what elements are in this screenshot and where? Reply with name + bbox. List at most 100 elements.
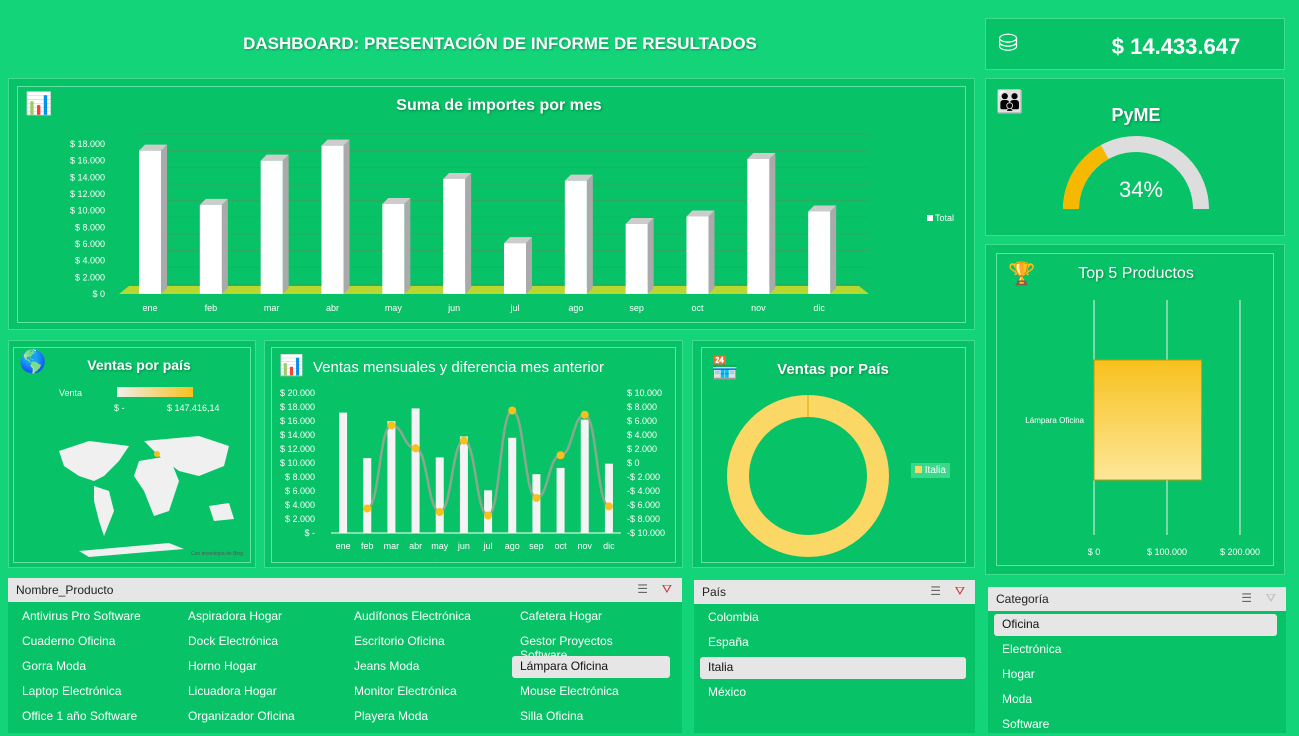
y-tick-label: $ 6.000 — [75, 239, 105, 249]
slicer-item[interactable]: Colombia — [708, 610, 759, 624]
slicer-item[interactable]: Playera Moda — [354, 709, 429, 723]
x-tick-label: ene — [336, 541, 351, 551]
slicer-item[interactable]: Laptop Electrónica — [22, 684, 122, 698]
y-tick-label: $ 6.000 — [285, 486, 315, 496]
bar-nov — [580, 419, 589, 533]
slicer-item[interactable]: Office 1 año Software — [22, 709, 138, 723]
bar-mar — [260, 160, 283, 294]
chart-icon: 📊 — [25, 91, 53, 116]
slicer-item[interactable]: Licuadora Hogar — [188, 684, 277, 698]
y2-tick-label: $ 0 — [627, 458, 640, 468]
multi-select-icon[interactable]: ☰ — [930, 584, 941, 598]
slicer-item[interactable]: Silla Oficina — [520, 709, 584, 723]
monthly-sum-chart: $ 0 $ 2.000 $ 4.000 $ 6.000 $ 8.000 $ 10.000 $… — [70, 133, 954, 313]
bar-top — [747, 153, 776, 159]
slicer-item[interactable]: Escritorio Oficina — [354, 634, 445, 648]
map-legend-label: Venta — [59, 388, 83, 398]
difference-point — [363, 504, 372, 513]
y-tick-label: $ 0 — [92, 289, 105, 299]
clear-filter-icon[interactable]: ⛛ — [954, 584, 965, 598]
slicer-item[interactable]: Gorra Moda — [22, 659, 87, 673]
map-legend-max: $ 147.416,14 — [167, 403, 220, 413]
slicer-item[interactable]: Gestor Proyectos Software — [520, 634, 613, 662]
difference-point — [459, 436, 468, 445]
multi-select-icon[interactable]: ☰ — [637, 582, 648, 596]
slicer-item[interactable]: Cafetera Hogar — [520, 609, 603, 623]
slicer-item[interactable]: Italia — [700, 657, 966, 679]
y-tick-label: $ 10.000 — [70, 206, 105, 216]
x-tick-label: $ 0 — [1088, 547, 1101, 557]
map-panel: 🌎 Ventas por país Venta $ - $ 147.416,14… — [8, 340, 256, 568]
bar-side — [465, 173, 472, 294]
bar-side — [282, 154, 289, 294]
pyme-title: PyME — [1111, 105, 1161, 125]
slicer-item[interactable]: Dock Electrónica — [188, 634, 279, 648]
y2-tick-label: $ 2.000 — [627, 444, 657, 454]
bar-jun — [443, 179, 466, 294]
world-map — [59, 436, 234, 557]
y-tick-label: $ 2.000 — [75, 272, 105, 282]
globe-icon: 🌎 — [19, 349, 47, 374]
top5-title: Top 5 Productos — [1078, 265, 1194, 282]
multi-select-icon[interactable]: ☰ — [1241, 591, 1252, 605]
bar-top — [443, 173, 472, 179]
slicer-item[interactable]: Electrónica — [1002, 642, 1062, 656]
donut-slice-italia — [727, 395, 889, 557]
legend-total: Total — [935, 213, 954, 223]
monthly-diff-panel: 📊 Ventas mensuales y diferencia mes ante… — [264, 340, 683, 568]
x-tick-label: ene — [142, 303, 157, 313]
y-tick-label: $ 16.000 — [70, 156, 105, 166]
difference-point — [508, 406, 517, 415]
slicer-nombre-producto: Nombre_Producto ☰ ⛛ Antivirus Pro Software… — [8, 578, 682, 733]
clear-filter-icon[interactable]: ⛛ — [661, 582, 672, 596]
difference-point — [484, 511, 493, 520]
bar-jun — [459, 436, 468, 533]
slicer-item[interactable]: Moda — [1002, 692, 1033, 706]
clear-filter-icon[interactable]: ⛛ — [1265, 591, 1276, 605]
slicer-item[interactable]: Mouse Electrónica — [520, 684, 619, 698]
bar-sep — [532, 474, 541, 533]
bar-dic — [604, 463, 613, 533]
slicer-title: País — [702, 585, 727, 599]
x-tick-label: feb — [361, 541, 374, 551]
slicer-item[interactable]: Hogar — [1002, 667, 1035, 681]
y-tick-label: $ 16.000 — [280, 416, 315, 426]
slicer-item[interactable]: Oficina — [994, 614, 1277, 636]
y-tick-label: $ 18.000 — [70, 139, 105, 149]
x-tick-label: sep — [529, 541, 544, 551]
slicer-item[interactable]: Cuaderno Oficina — [22, 634, 116, 648]
slicer-item[interactable]: Horno Hogar — [188, 659, 257, 673]
bar-oct — [686, 216, 709, 294]
y2-tick-label: -$ 8.000 — [627, 514, 660, 524]
slicer-header: Categoría ☰ ⛛ — [988, 587, 1286, 611]
donut-legend: Italia — [911, 463, 950, 478]
slicer-item[interactable]: Organizador Oficina — [188, 709, 295, 723]
x-tick-label: ago — [505, 541, 520, 551]
pyme-gauge — [1063, 136, 1209, 210]
bing-credit: Con tecnología de Bing — [191, 551, 243, 557]
coins-icon: ⛁ — [998, 30, 1019, 57]
bar-top — [625, 218, 654, 224]
legend-swatch — [927, 215, 933, 221]
x-tick-label: nov — [577, 541, 592, 551]
bar-side — [769, 153, 776, 294]
difference-point — [411, 444, 420, 453]
slicer-header: Nombre_Producto ☰ ⛛ — [8, 578, 682, 602]
bar-top — [321, 139, 350, 146]
slicer-item[interactable]: Lámpara Oficina — [512, 656, 670, 678]
monthly-diff-title: Ventas mensuales y diferencia mes anteri… — [313, 359, 604, 376]
slicer-item[interactable]: España — [708, 635, 749, 649]
slicer-item[interactable]: Audífonos Electrónica — [354, 609, 471, 623]
slicer-item[interactable]: México — [708, 685, 747, 699]
y2-tick-label: $ 8.000 — [627, 402, 657, 412]
slicer-item[interactable]: Aspiradora Hogar — [188, 609, 283, 623]
bar-top — [686, 210, 715, 217]
slicer-item[interactable]: Antivirus Pro Software — [22, 609, 141, 623]
bar-ago — [564, 180, 587, 294]
slicer-item[interactable]: Jeans Moda — [354, 659, 420, 673]
slicer-item[interactable]: Software — [1002, 717, 1050, 731]
bar-may — [435, 457, 444, 533]
y-tick-label: $ 12.000 — [70, 189, 105, 199]
slicer-item[interactable]: Monitor Electrónica — [354, 684, 457, 698]
x-tick-label: may — [385, 303, 403, 313]
